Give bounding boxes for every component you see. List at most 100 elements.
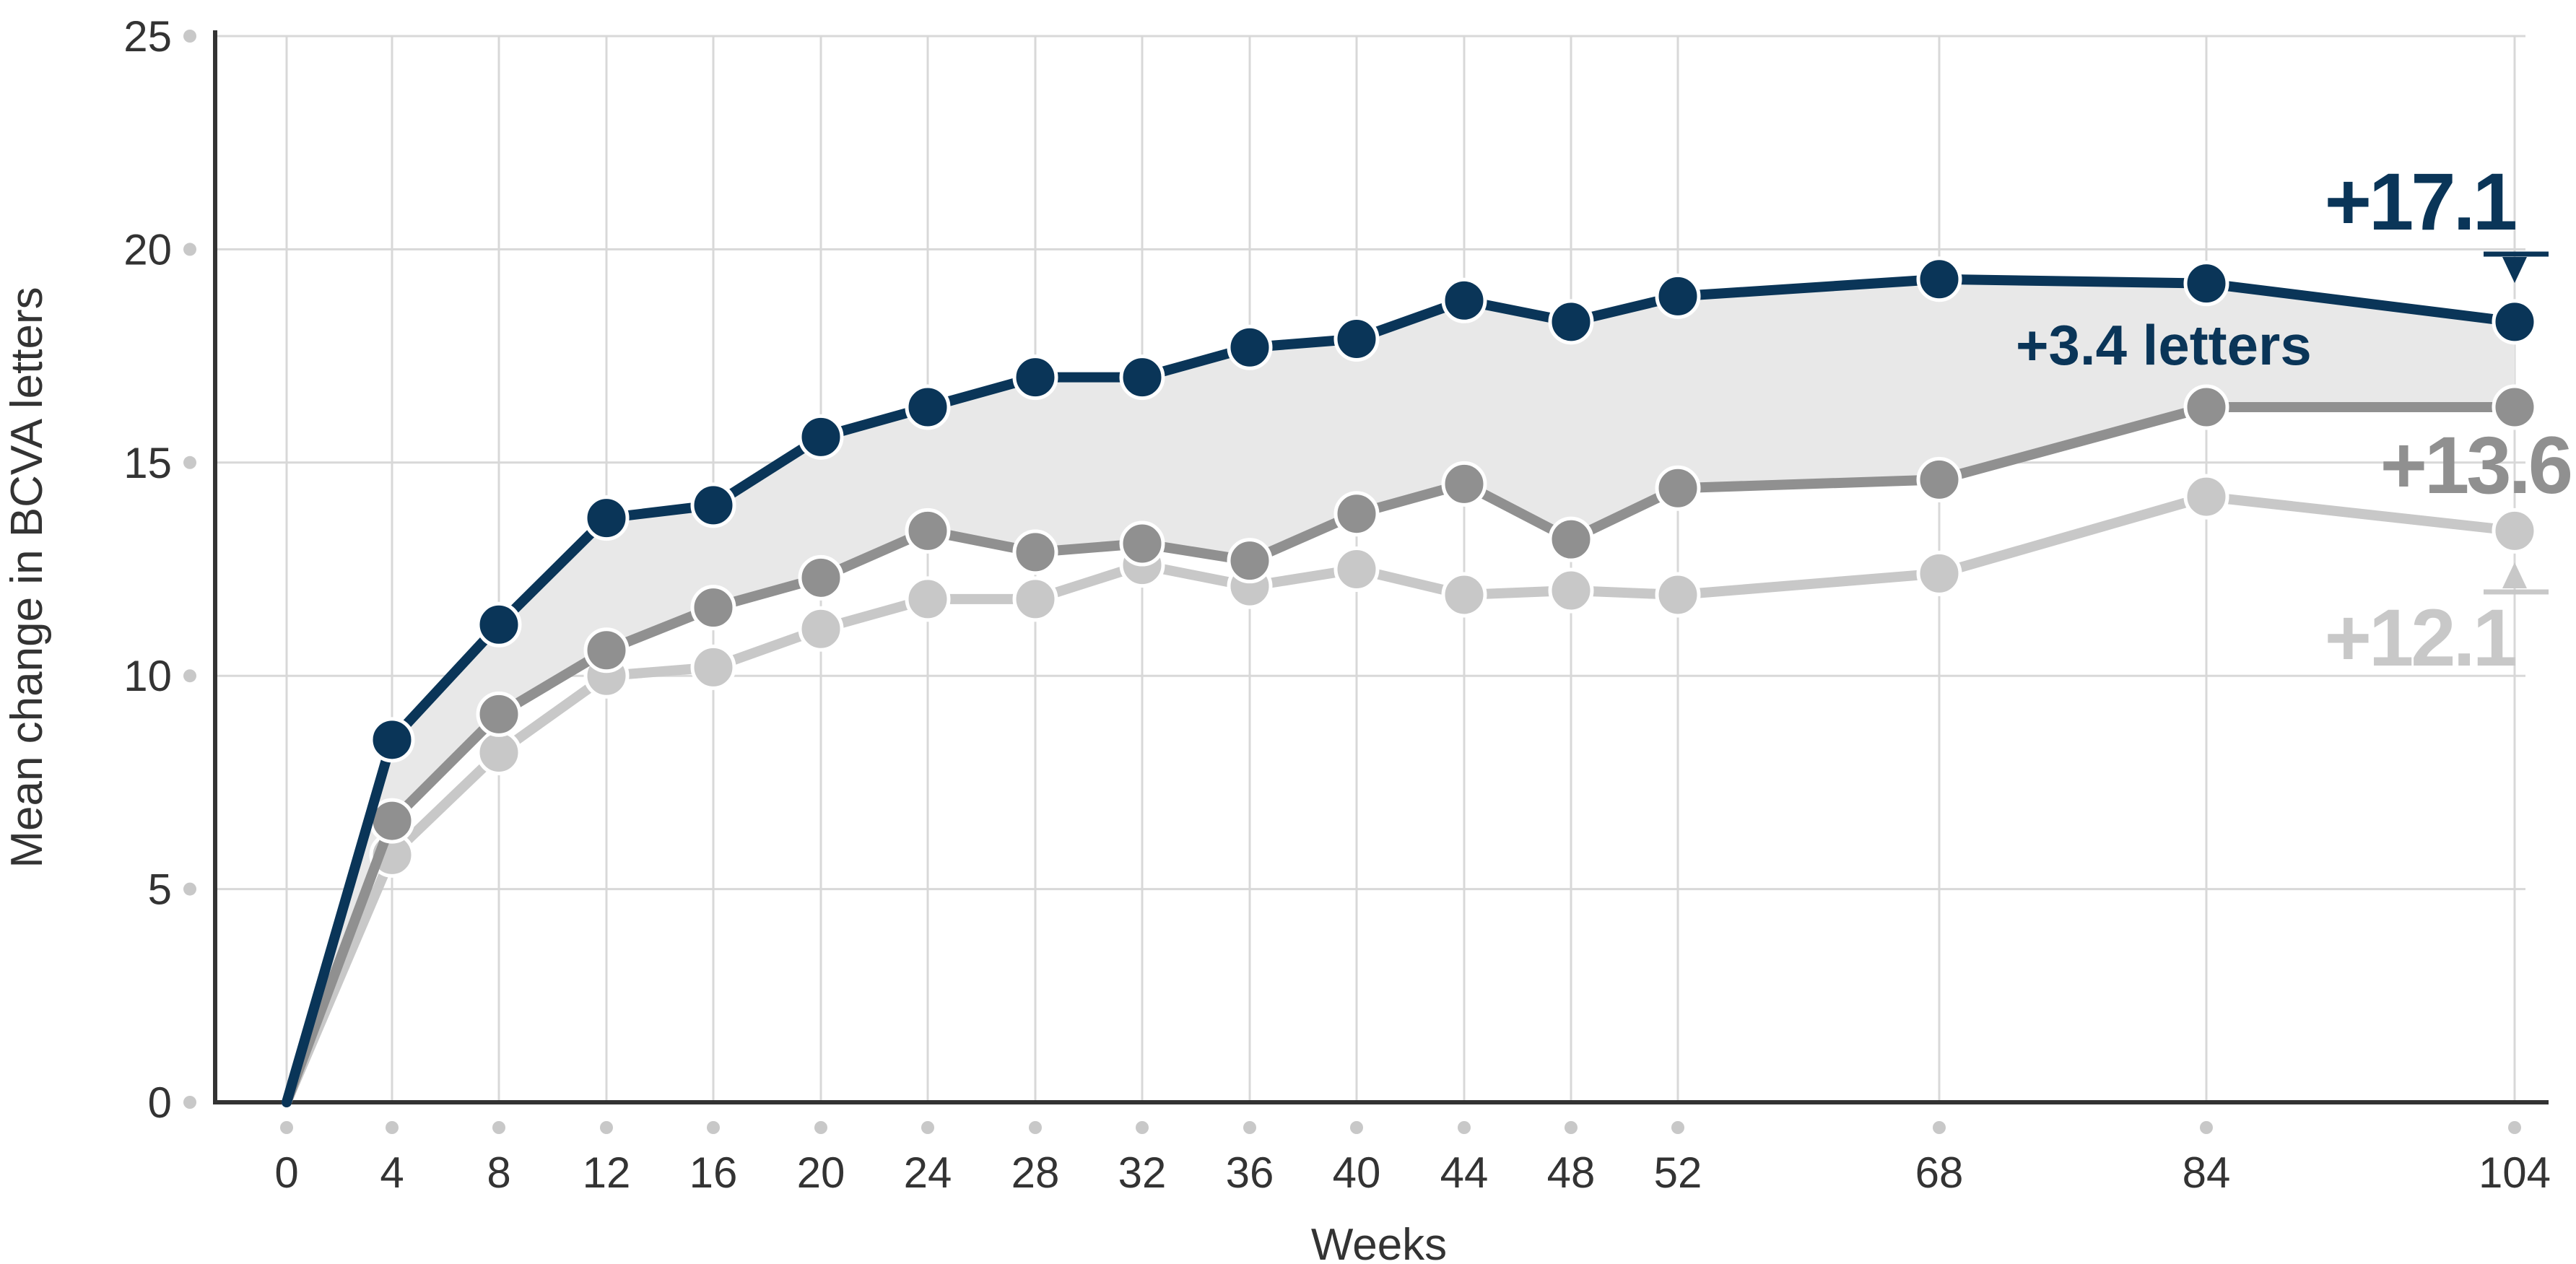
data-point-series-1 — [1916, 256, 1962, 302]
data-point-series-1 — [369, 717, 415, 763]
x-tick-label: 16 — [689, 1149, 738, 1197]
x-tick-dot — [1350, 1121, 1363, 1134]
data-point-series-2 — [1333, 491, 1380, 537]
x-tick-label: 0 — [274, 1149, 298, 1197]
data-point-series-2 — [1441, 461, 1487, 507]
data-point-series-1 — [1441, 277, 1487, 323]
data-point-series-3 — [476, 730, 522, 776]
x-tick-label: 12 — [583, 1149, 631, 1197]
data-point-series-3 — [2492, 507, 2538, 554]
x-axis-title: Weeks — [1311, 1220, 1447, 1264]
data-point-series-2 — [1548, 516, 1594, 562]
y-tick-dot — [183, 1096, 196, 1109]
data-point-series-1 — [1227, 324, 1273, 370]
x-tick-dot — [1933, 1121, 1946, 1134]
annotation-up-triangle-icon — [2502, 562, 2527, 588]
x-tick-label: 68 — [1915, 1149, 1964, 1197]
data-point-series-2 — [2183, 384, 2229, 430]
x-tick-label: 36 — [1226, 1149, 1274, 1197]
y-tick-dot — [183, 243, 196, 256]
x-tick-labels: 0 4 8 12 16 20 24 28 32 36 40 44 48 52 68 84 104 — [274, 1121, 2551, 1197]
data-point-series-2 — [2492, 384, 2538, 430]
data-point-series-1 — [2183, 261, 2229, 307]
x-tick-label: 52 — [1654, 1149, 1702, 1197]
data-point-series-2 — [583, 627, 630, 674]
x-tick-label: 48 — [1547, 1149, 1596, 1197]
x-tick-label: 84 — [2183, 1149, 2231, 1197]
data-point-series-1 — [798, 414, 844, 460]
x-tick-label: 20 — [797, 1149, 845, 1197]
data-point-series-3 — [2183, 474, 2229, 520]
data-point-series-2 — [1655, 465, 1701, 511]
annotation-middle-series-value: +13.6 — [2380, 420, 2571, 510]
shaded-band — [287, 279, 2515, 1103]
data-point-series-3 — [690, 644, 736, 690]
x-tick-dot — [2200, 1121, 2213, 1134]
x-tick-dot — [600, 1121, 613, 1134]
x-tick-label: 8 — [487, 1149, 510, 1197]
data-point-series-2 — [1012, 529, 1058, 575]
x-tick-label: 24 — [904, 1149, 952, 1197]
annotation-down-triangle-icon — [2502, 257, 2527, 283]
band-area — [287, 279, 2515, 1103]
data-point-series-1 — [1119, 354, 1165, 401]
y-axis-title: Mean change in BCVA letters — [2, 287, 52, 868]
data-point-series-3 — [798, 606, 844, 652]
data-point-series-2 — [1227, 538, 1273, 584]
y-tick-label: 20 — [123, 225, 172, 274]
annotations: +17.1 +3.4 letters +13.6 +12.1 — [2016, 157, 2574, 683]
data-point-series-2 — [1916, 456, 1962, 502]
y-tick-dot — [183, 456, 196, 469]
x-tick-label: 104 — [2479, 1149, 2551, 1197]
data-point-series-3 — [1916, 550, 1962, 596]
x-tick-dot — [280, 1121, 293, 1134]
x-tick-dot — [814, 1121, 827, 1134]
x-tick-dot — [921, 1121, 934, 1134]
data-point-series-1 — [1548, 299, 1594, 345]
data-point-series-1 — [476, 601, 522, 648]
y-tick-dot — [183, 882, 196, 896]
data-point-series-3 — [1548, 567, 1594, 614]
x-tick-dot — [1458, 1121, 1471, 1134]
annotation-top-series-value: +17.1 — [2325, 157, 2516, 247]
data-point-series-3 — [1441, 572, 1487, 618]
x-tick-dot — [386, 1121, 399, 1134]
x-tick-label: 28 — [1011, 1149, 1060, 1197]
data-point-series-1 — [1333, 315, 1380, 362]
x-tick-dot — [1243, 1121, 1256, 1134]
annotation-bottom-series-value: +12.1 — [2325, 593, 2516, 683]
annotation-difference-label: +3.4 letters — [2016, 313, 2312, 377]
axes — [213, 30, 2549, 1104]
data-point-series-1 — [2492, 299, 2538, 345]
data-point-series-1 — [690, 482, 736, 528]
y-tick-dot — [183, 30, 196, 43]
data-point-series-1 — [905, 384, 951, 430]
data-point-series-2 — [798, 554, 844, 601]
x-tick-dot — [1029, 1121, 1042, 1134]
data-point-series-3 — [905, 576, 951, 622]
y-tick-label: 15 — [123, 439, 172, 487]
x-tick-dot — [2508, 1121, 2521, 1134]
data-point-series-1 — [583, 495, 630, 541]
data-point-series-3 — [1012, 576, 1058, 622]
x-tick-dot — [1136, 1121, 1149, 1134]
y-tick-label: 0 — [148, 1078, 172, 1127]
series-lines — [282, 256, 2538, 1107]
data-point-series-3 — [1655, 572, 1701, 618]
x-tick-dot — [707, 1121, 720, 1134]
y-tick-label: 25 — [123, 12, 172, 61]
data-point-series-2 — [476, 691, 522, 737]
data-point-series-2 — [690, 585, 736, 631]
data-point-series-3 — [1333, 546, 1380, 592]
y-tick-label: 10 — [123, 652, 172, 700]
x-tick-dot — [492, 1121, 505, 1134]
data-point-series-2 — [905, 507, 951, 554]
y-tick-label: 5 — [148, 866, 172, 914]
data-point-series-1 — [1655, 273, 1701, 319]
x-tick-dot — [1671, 1121, 1684, 1134]
data-point-series-1 — [1012, 354, 1058, 401]
x-tick-label: 4 — [380, 1149, 404, 1197]
x-tick-label: 44 — [1440, 1149, 1489, 1197]
x-tick-label: 40 — [1333, 1149, 1381, 1197]
